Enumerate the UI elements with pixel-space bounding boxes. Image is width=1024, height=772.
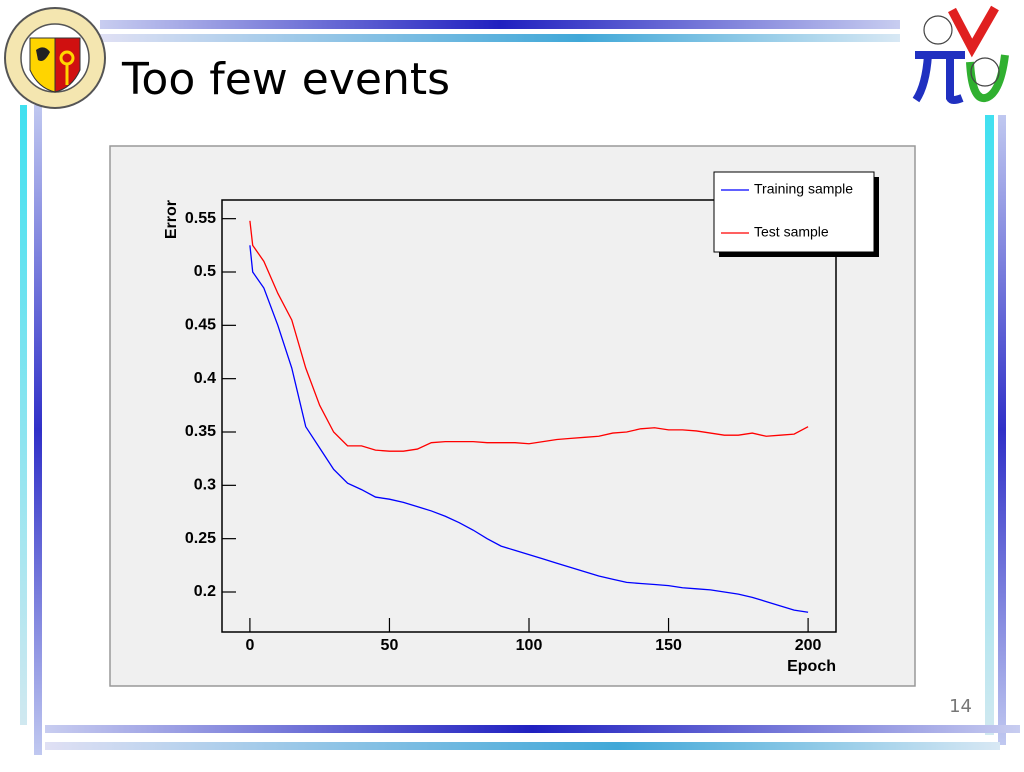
slide-title: Too few events xyxy=(121,54,450,105)
page-number: 14 xyxy=(949,696,972,717)
y-tick-label: 0.55 xyxy=(185,210,216,227)
x-axis-label: Epoch xyxy=(787,658,836,675)
x-tick-label: 0 xyxy=(245,637,254,654)
y-tick-label: 0.35 xyxy=(185,423,216,440)
experiment-logo xyxy=(908,5,1012,110)
y-tick-label: 0.4 xyxy=(194,370,216,387)
chart: 0.2 0.25 0.3 0.35 0.4 0.45 0.5 0.55 0 50 100 150 200… xyxy=(163,171,879,675)
left-bar xyxy=(20,105,27,725)
top-bar xyxy=(100,20,900,29)
y-tick-label: 0.5 xyxy=(194,263,216,280)
y-tick-label: 0.2 xyxy=(194,583,216,600)
data-line xyxy=(249,220,809,452)
y-tick-label: 0.45 xyxy=(185,317,216,334)
data-line xyxy=(249,245,809,613)
bottom-bar xyxy=(45,742,1000,750)
top-bar xyxy=(100,34,900,42)
university-logo xyxy=(4,7,106,109)
right-bar xyxy=(998,115,1006,745)
x-tick-label: 100 xyxy=(516,637,543,654)
y-tick-label: 0.3 xyxy=(194,477,216,494)
x-tick-label: 200 xyxy=(795,637,822,654)
legend xyxy=(713,171,875,253)
right-bar xyxy=(985,115,994,735)
x-tick-label: 150 xyxy=(655,637,682,654)
left-bar xyxy=(34,105,42,755)
legend-label: Training sample xyxy=(754,181,853,197)
y-tick-label: 0.25 xyxy=(185,530,216,547)
y-axis-label: Error xyxy=(163,200,180,239)
bottom-bar xyxy=(45,725,1020,733)
x-tick-label: 50 xyxy=(381,637,399,654)
legend-label: Test sample xyxy=(754,224,829,240)
